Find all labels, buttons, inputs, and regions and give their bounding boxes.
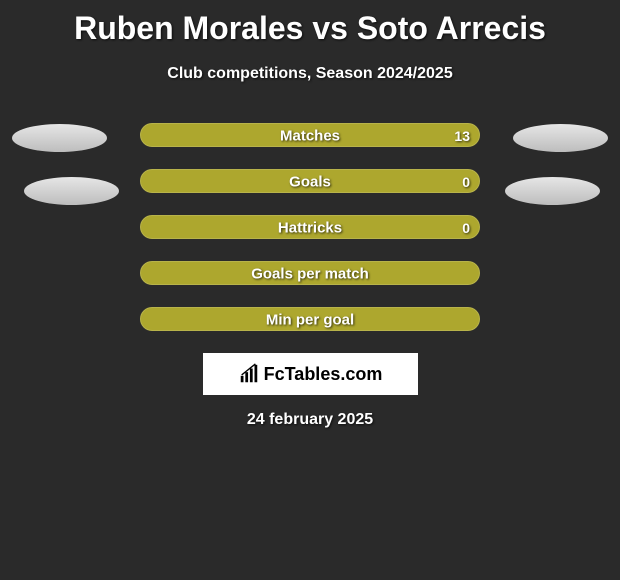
stat-label: Min per goal <box>266 312 354 329</box>
stat-label: Hattricks <box>278 220 342 237</box>
logo-text: FcTables.com <box>264 364 383 385</box>
subtitle: Club competitions, Season 2024/2025 <box>0 65 620 83</box>
stat-label: Goals <box>289 174 331 191</box>
stat-row-goals: Goals 0 <box>140 169 480 195</box>
stat-value-right: 0 <box>462 220 470 236</box>
logo: FcTables.com <box>238 363 383 385</box>
comparison-card: Ruben Morales vs Soto Arrecis Club compe… <box>0 0 620 580</box>
stat-row-goals-per-match: Goals per match <box>140 261 480 287</box>
stat-row-min-per-goal: Min per goal <box>140 307 480 333</box>
stat-value-right: 13 <box>454 128 470 144</box>
stat-row-matches: Matches 13 <box>140 123 480 149</box>
chart-icon <box>238 363 260 385</box>
stats-block: Matches 13 Goals 0 Hattricks 0 Goals per… <box>0 123 620 333</box>
stat-value-right: 0 <box>462 174 470 190</box>
stat-row-hattricks: Hattricks 0 <box>140 215 480 241</box>
stat-label: Matches <box>280 128 340 145</box>
stat-label: Goals per match <box>251 266 369 283</box>
page-title: Ruben Morales vs Soto Arrecis <box>0 0 620 47</box>
date-text: 24 february 2025 <box>0 411 620 429</box>
logo-box[interactable]: FcTables.com <box>203 353 418 395</box>
